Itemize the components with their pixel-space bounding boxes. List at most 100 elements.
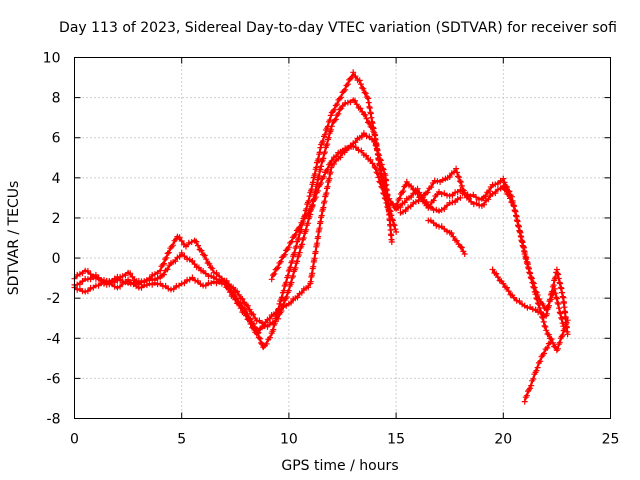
- data-point-marker: [511, 207, 518, 214]
- data-point-marker: [543, 327, 550, 334]
- data-point-marker: [388, 239, 395, 245]
- data-point-marker: [373, 169, 380, 176]
- data-point-marker: [306, 193, 313, 200]
- data-point-marker: [305, 284, 312, 291]
- data-point-marker: [74, 286, 81, 293]
- data-point-marker: [370, 128, 377, 135]
- data-point-marker: [360, 85, 367, 92]
- data-point-marker: [328, 126, 334, 133]
- data-point-marker: [269, 319, 276, 326]
- data-point-marker: [494, 274, 501, 281]
- data-point-marker: [540, 318, 547, 325]
- data-point-marker: [528, 382, 535, 389]
- data-point-marker: [138, 284, 145, 291]
- data-point-marker: [290, 273, 296, 280]
- data-point-marker: [381, 191, 387, 197]
- data-point-marker: [127, 270, 134, 277]
- data-point-marker: [378, 183, 385, 190]
- data-point-marker: [84, 267, 91, 274]
- data-point-marker: [392, 226, 399, 233]
- data-point-marker: [518, 234, 525, 240]
- data-point-marker: [375, 174, 382, 181]
- data-point-marker: [304, 220, 311, 227]
- data-point-marker: [129, 273, 136, 280]
- data-point-marker: [283, 294, 290, 300]
- data-point-marker: [407, 203, 414, 210]
- data-point-marker: [554, 299, 561, 306]
- series-satellite-track-7: [425, 217, 468, 257]
- series-satellite-track-8: [489, 266, 571, 338]
- data-point-marker: [555, 301, 562, 307]
- data-point-marker: [356, 77, 363, 84]
- data-point-marker: [310, 179, 316, 186]
- data-point-marker: [403, 178, 410, 185]
- data-point-marker: [523, 258, 530, 265]
- data-point-marker: [444, 228, 450, 235]
- data-point-marker: [511, 203, 517, 210]
- data-point-marker: [396, 195, 403, 202]
- data-point-marker: [376, 178, 383, 185]
- data-point-marker: [537, 358, 544, 365]
- data-point-marker: [221, 280, 228, 287]
- data-point-marker: [160, 271, 167, 278]
- data-point-marker: [371, 138, 378, 145]
- data-point-marker: [554, 345, 561, 352]
- data-point-marker: [526, 265, 532, 272]
- data-point-marker: [505, 288, 512, 295]
- data-point-marker: [352, 73, 359, 80]
- data-point-marker: [377, 157, 384, 164]
- y-tick-label: -6: [47, 371, 61, 387]
- data-point-marker: [513, 217, 520, 224]
- data-point-marker: [527, 274, 534, 281]
- data-point-marker: [366, 120, 373, 127]
- data-point-marker: [264, 323, 271, 330]
- data-point-marker: [250, 311, 257, 318]
- y-tick-label: -4: [47, 331, 61, 347]
- x-tick-label: 20: [494, 432, 512, 448]
- data-point-marker: [379, 165, 386, 172]
- x-tick-label: 15: [387, 432, 405, 448]
- data-point-marker: [527, 270, 533, 276]
- data-point-marker: [273, 265, 280, 272]
- data-point-marker: [524, 304, 531, 311]
- y-tick-label: 8: [52, 91, 61, 107]
- data-point-marker: [321, 149, 328, 156]
- data-point-marker: [523, 392, 530, 399]
- data-point-marker: [87, 271, 94, 278]
- data-point-marker: [446, 174, 453, 180]
- data-point-marker: [357, 81, 364, 88]
- data-point-marker: [109, 280, 115, 287]
- data-point-marker: [318, 163, 325, 170]
- data-point-marker: [485, 196, 492, 203]
- x-tick-label: 5: [177, 432, 186, 448]
- data-point-marker: [226, 289, 233, 296]
- x-tick-label: 25: [602, 432, 620, 448]
- data-point-marker: [523, 254, 530, 261]
- data-point-marker: [235, 301, 242, 308]
- data-point-marker: [536, 296, 543, 302]
- data-point-marker: [103, 278, 110, 285]
- data-point-marker: [296, 224, 303, 231]
- data-point-marker: [130, 279, 137, 286]
- data-point-marker: [557, 284, 564, 291]
- data-point-marker: [367, 156, 374, 163]
- data-point-marker: [235, 291, 242, 298]
- data-point-marker: [176, 234, 183, 241]
- data-point-marker: [170, 286, 177, 293]
- data-point-marker: [541, 350, 547, 357]
- data-point-marker: [157, 267, 164, 274]
- data-point-marker: [331, 117, 338, 124]
- data-point-marker: [529, 279, 536, 286]
- data-point-marker: [314, 187, 321, 194]
- data-point-marker: [303, 205, 310, 212]
- data-point-marker: [170, 242, 177, 249]
- grid: [74, 57, 611, 419]
- data-point-marker: [458, 182, 465, 189]
- data-point-marker: [288, 299, 294, 306]
- data-point-marker: [455, 173, 461, 180]
- data-point-marker: [533, 367, 540, 374]
- data-point-marker: [372, 142, 379, 149]
- data-point-marker: [206, 260, 213, 267]
- data-point-marker: [318, 180, 325, 186]
- data-point-marker: [358, 147, 365, 154]
